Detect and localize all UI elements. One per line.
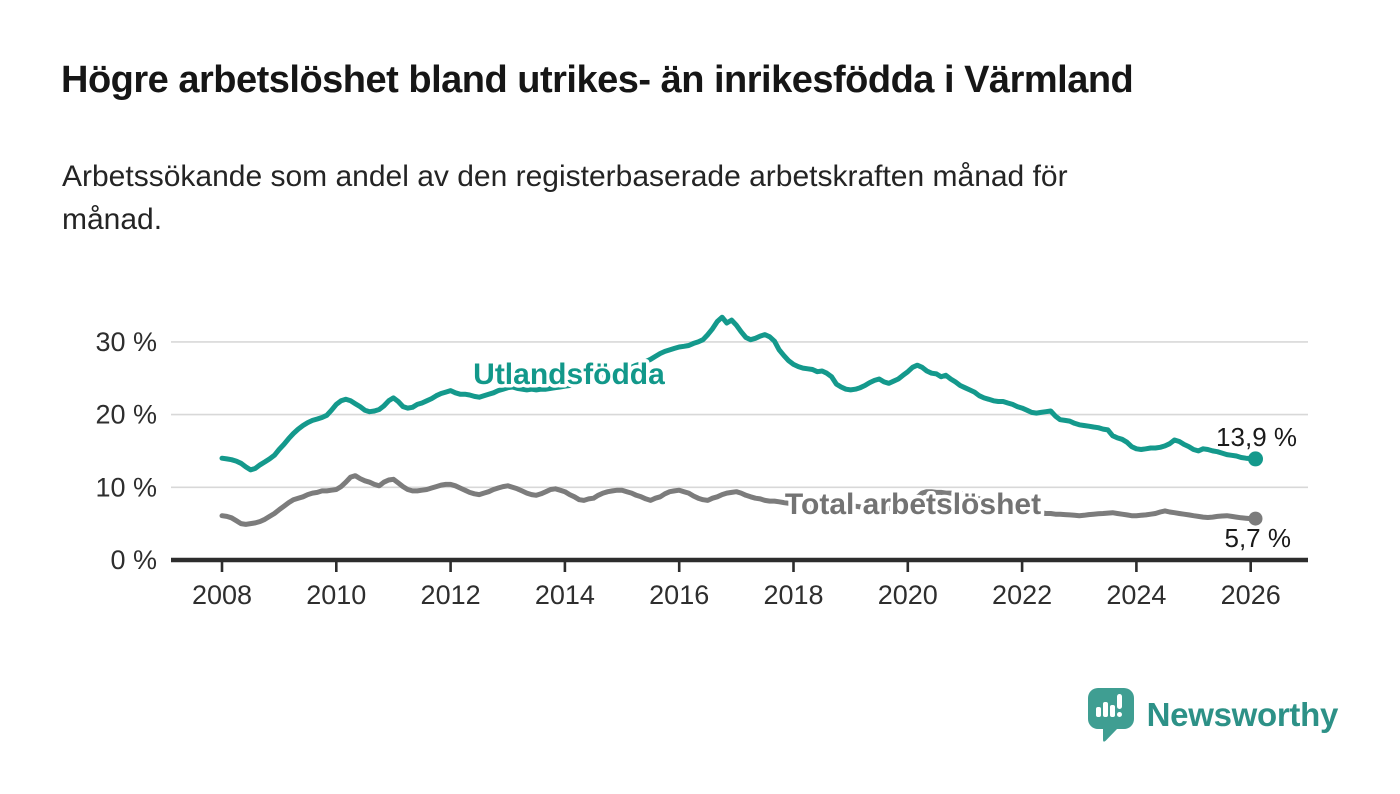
logo-bar-3-icon xyxy=(1109,705,1115,717)
series-line-utlandsfodda xyxy=(219,314,1258,473)
x-tick-label-2018: 2018 xyxy=(763,580,823,610)
x-tick-label-2022: 2022 xyxy=(992,580,1052,610)
logo-exclamation-bar-icon xyxy=(1116,694,1122,709)
x-tick-label-2014: 2014 xyxy=(535,580,595,610)
end-value-label-total-arbetsloshet: 5,7 % xyxy=(1225,523,1292,553)
chart-subtitle: Arbetssökande som andel av den registerb… xyxy=(62,156,1302,241)
logo-exclamation-dot-icon xyxy=(1116,712,1122,717)
newsworthy-logo-icon xyxy=(1087,688,1134,742)
series-label-utlandsfodda: Utlandsfödda xyxy=(473,358,665,391)
x-tick-label-2016: 2016 xyxy=(649,580,709,610)
series-end-dot-total-arbetsloshet xyxy=(1248,511,1263,526)
y-tick-label-20: 20 % xyxy=(95,400,157,430)
x-tick-label-2012: 2012 xyxy=(421,580,481,610)
subtitle-line-2: månad. xyxy=(62,202,163,236)
subtitle-line-1: Arbetssökande som andel av den registerb… xyxy=(62,160,1068,193)
x-tick-label-2010: 2010 xyxy=(306,580,366,610)
series-line-total-arbetsloshet xyxy=(219,473,1258,527)
x-tick-label-2008: 2008 xyxy=(192,580,252,610)
series-end-dot-utlandsfodda xyxy=(1248,451,1263,467)
y-tick-label-30: 30 % xyxy=(95,327,157,357)
x-tick-label-2020: 2020 xyxy=(878,580,938,610)
series-label-total-arbetsloshet: Total arbetslöshet xyxy=(785,488,1041,521)
x-tick-label-2024: 2024 xyxy=(1106,580,1166,610)
page-title: Högre arbetslöshet bland utrikes- än inr… xyxy=(61,59,1134,101)
logo-bar-2-icon xyxy=(1102,702,1108,717)
newsworthy-wordmark: Newsworthy xyxy=(1146,696,1339,733)
x-tick-label-2026: 2026 xyxy=(1221,580,1281,610)
y-tick-label-10: 10 % xyxy=(95,472,157,502)
y-tick-label-0: 0 % xyxy=(110,545,157,575)
logo-bar-1-icon xyxy=(1095,707,1101,717)
end-value-label-utlandsfodda: 13,9 % xyxy=(1216,422,1297,452)
newsworthy-brand: Newsworthy xyxy=(1087,688,1339,742)
